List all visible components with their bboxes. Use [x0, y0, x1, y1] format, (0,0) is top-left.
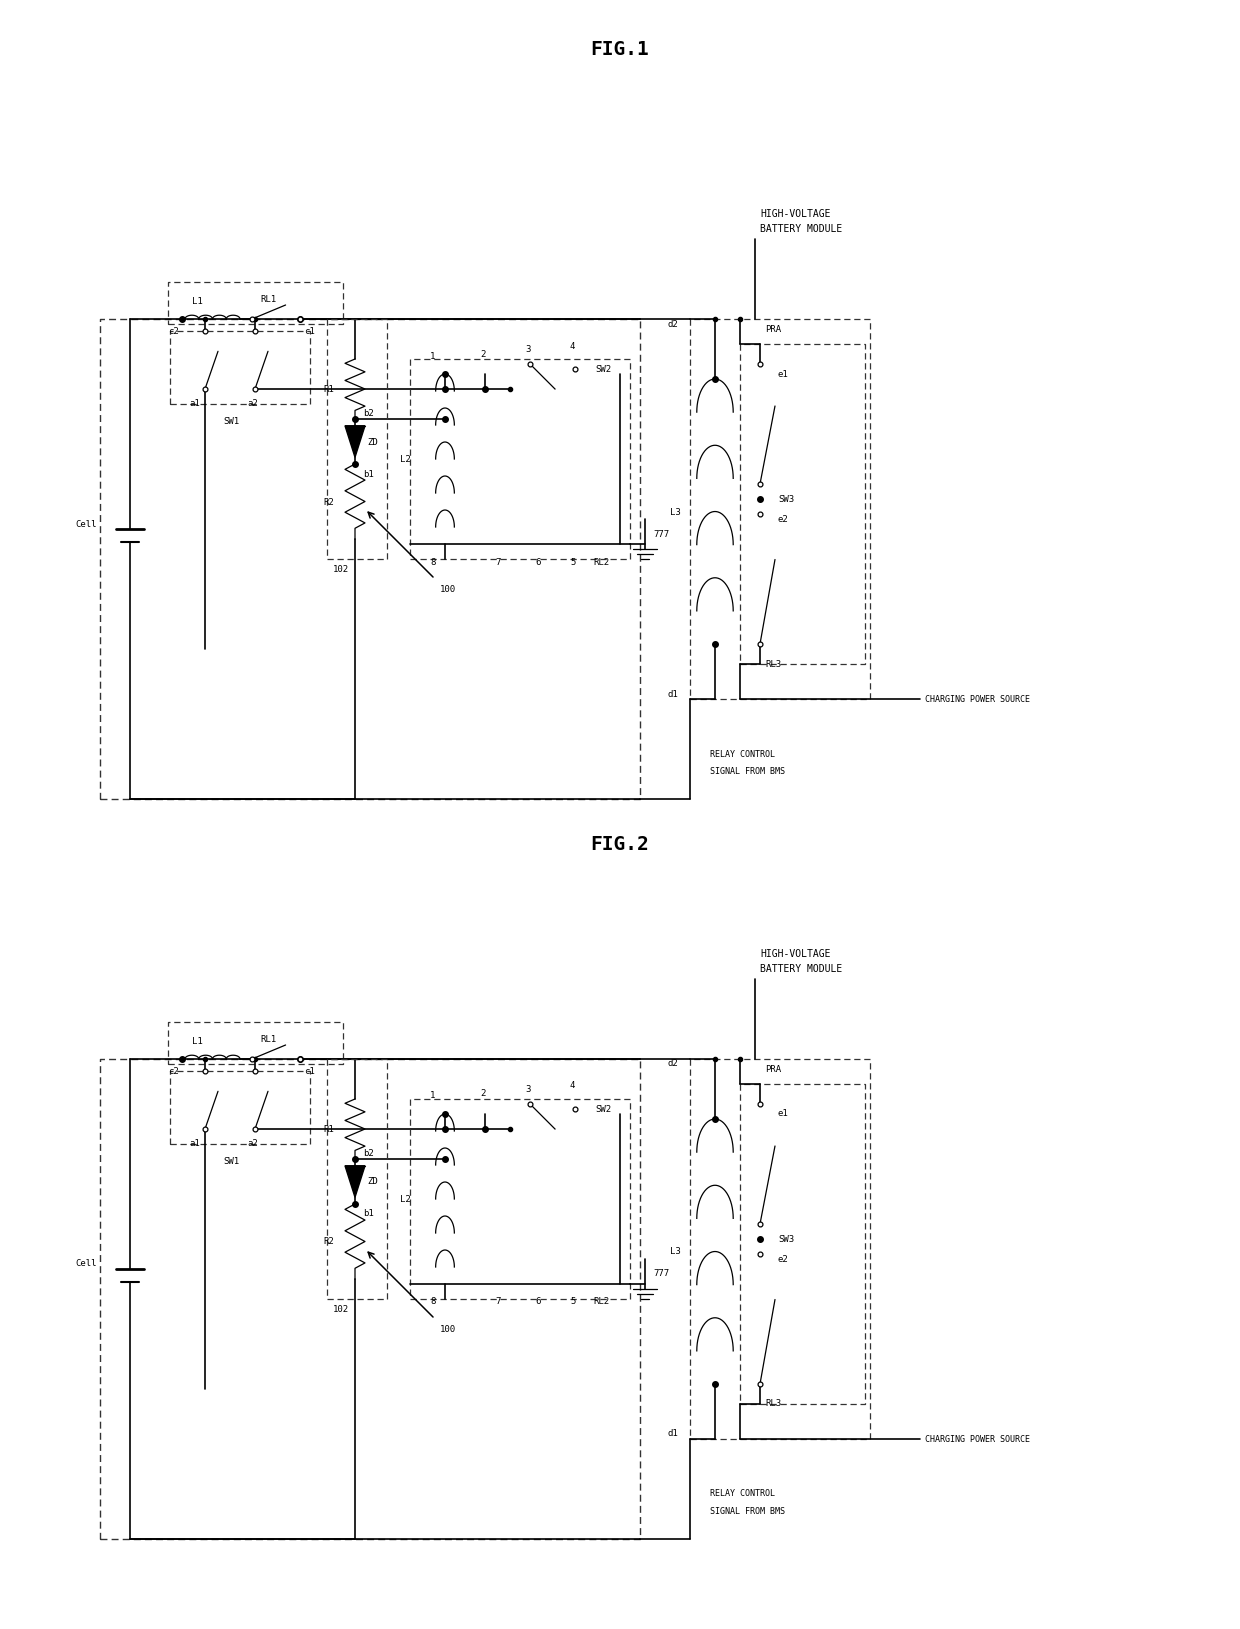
Text: SIGNAL FROM BMS: SIGNAL FROM BMS: [711, 1507, 785, 1515]
Text: 5: 5: [570, 1298, 575, 1306]
Text: b1: b1: [363, 469, 373, 479]
Text: Cell: Cell: [74, 1259, 97, 1269]
Text: 8: 8: [430, 557, 435, 567]
Text: a2: a2: [247, 1139, 258, 1147]
Polygon shape: [345, 425, 365, 458]
Text: c2: c2: [167, 326, 179, 336]
Text: 1: 1: [430, 1091, 435, 1101]
Text: 4: 4: [570, 1082, 575, 1090]
Text: 777: 777: [653, 1269, 670, 1279]
Text: 102: 102: [334, 565, 350, 573]
Text: RL2: RL2: [593, 557, 609, 567]
Text: a1: a1: [188, 1139, 200, 1147]
Text: CHARGING POWER SOURCE: CHARGING POWER SOURCE: [925, 1435, 1030, 1443]
Text: e2: e2: [777, 515, 789, 523]
Text: a2: a2: [247, 399, 258, 407]
Text: 2: 2: [480, 1090, 485, 1098]
Text: HIGH-VOLTAGE: HIGH-VOLTAGE: [760, 950, 831, 959]
Text: L2: L2: [401, 1194, 410, 1204]
Text: 1: 1: [430, 352, 435, 360]
Text: 8: 8: [430, 1298, 435, 1306]
Text: BATTERY MODULE: BATTERY MODULE: [760, 225, 842, 235]
Text: CHARGING POWER SOURCE: CHARGING POWER SOURCE: [925, 694, 1030, 704]
Text: SW2: SW2: [595, 1104, 611, 1114]
Text: RELAY CONTROL: RELAY CONTROL: [711, 749, 775, 759]
Text: 6: 6: [534, 1298, 541, 1306]
Text: RL1: RL1: [260, 295, 277, 303]
Text: c2: c2: [167, 1067, 179, 1075]
Text: SW1: SW1: [223, 1157, 239, 1165]
Text: 4: 4: [570, 342, 575, 350]
Text: b2: b2: [363, 1148, 373, 1158]
Text: 6: 6: [534, 557, 541, 567]
Text: ZD: ZD: [367, 1178, 378, 1186]
Text: 3: 3: [525, 344, 531, 353]
Text: RL1: RL1: [260, 1034, 277, 1044]
Text: 7: 7: [495, 557, 501, 567]
Text: FIG.2: FIG.2: [590, 834, 650, 854]
Text: R2: R2: [322, 497, 334, 507]
Text: SW3: SW3: [777, 495, 794, 503]
Text: R2: R2: [322, 1238, 334, 1246]
Text: c1: c1: [304, 1067, 315, 1075]
Text: SIGNAL FROM BMS: SIGNAL FROM BMS: [711, 767, 785, 775]
Text: RL2: RL2: [593, 1298, 609, 1306]
Text: d1: d1: [668, 1430, 678, 1438]
Text: L2: L2: [401, 454, 410, 464]
Text: Cell: Cell: [74, 520, 97, 528]
Text: HIGH-VOLTAGE: HIGH-VOLTAGE: [760, 209, 831, 218]
Text: PRA: PRA: [765, 1064, 781, 1074]
Text: 7: 7: [495, 1298, 501, 1306]
Text: SW2: SW2: [595, 365, 611, 373]
Text: 102: 102: [334, 1305, 350, 1313]
Text: L3: L3: [670, 1248, 681, 1256]
Text: 100: 100: [440, 1324, 456, 1334]
Text: ZD: ZD: [367, 438, 378, 446]
Text: 2: 2: [480, 350, 485, 358]
Text: b2: b2: [363, 409, 373, 417]
Text: SW1: SW1: [223, 417, 239, 425]
Text: L1: L1: [192, 296, 203, 306]
Text: d2: d2: [668, 1059, 678, 1069]
Text: BATTERY MODULE: BATTERY MODULE: [760, 964, 842, 974]
Text: 777: 777: [653, 529, 670, 539]
Text: L3: L3: [670, 508, 681, 516]
Text: c1: c1: [304, 326, 315, 336]
Text: a1: a1: [188, 399, 200, 407]
Text: e1: e1: [777, 1109, 789, 1119]
Text: RL3: RL3: [765, 1399, 781, 1409]
Text: d2: d2: [668, 319, 678, 329]
Text: RELAY CONTROL: RELAY CONTROL: [711, 1489, 775, 1499]
Text: R1: R1: [322, 384, 334, 394]
Polygon shape: [345, 1166, 365, 1197]
Text: e2: e2: [777, 1254, 789, 1264]
Text: 3: 3: [525, 1085, 531, 1093]
Text: b1: b1: [363, 1209, 373, 1218]
Text: SW3: SW3: [777, 1235, 794, 1243]
Text: 100: 100: [440, 585, 456, 593]
Text: 5: 5: [570, 557, 575, 567]
Text: L1: L1: [192, 1036, 203, 1046]
Text: PRA: PRA: [765, 324, 781, 334]
Text: R1: R1: [322, 1124, 334, 1134]
Text: d1: d1: [668, 689, 678, 699]
Text: RL3: RL3: [765, 660, 781, 668]
Text: FIG.1: FIG.1: [590, 39, 650, 59]
Text: e1: e1: [777, 370, 789, 378]
